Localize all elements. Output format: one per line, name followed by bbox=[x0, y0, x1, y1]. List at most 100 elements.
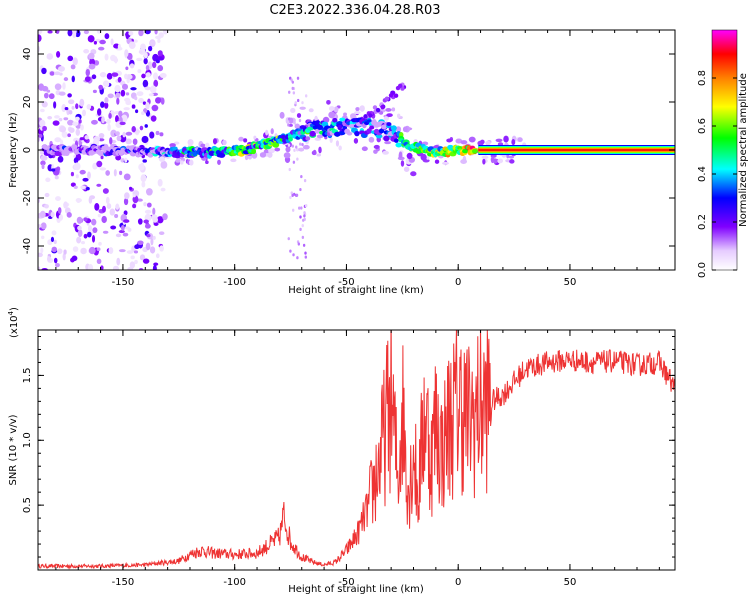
spectrogram-cell bbox=[70, 171, 75, 177]
spectrogram-cell bbox=[38, 266, 41, 270]
spectrogram-cell bbox=[87, 171, 91, 180]
spectrogram-cell bbox=[104, 33, 110, 40]
spectrogram-cell bbox=[134, 96, 138, 101]
spectrogram-cell bbox=[56, 51, 61, 58]
spectrogram-cell bbox=[426, 156, 430, 160]
spectrogram-cell bbox=[332, 117, 338, 123]
spectrogram-cell bbox=[157, 178, 163, 187]
spectrogram-cell bbox=[208, 150, 216, 156]
spectrogram-cell bbox=[58, 117, 63, 122]
spectrogram-marks bbox=[38, 30, 675, 270]
spectrogram-cell bbox=[159, 72, 167, 79]
spectrogram-cell bbox=[153, 79, 159, 88]
spectrogram-cell bbox=[115, 92, 121, 98]
spectrogram-cell bbox=[129, 186, 133, 190]
spectrogram-cell bbox=[457, 146, 464, 150]
spectrogram-cell bbox=[49, 71, 55, 76]
spectrogram-cell bbox=[58, 214, 64, 221]
spectrogram-cell bbox=[296, 113, 302, 118]
spectrogram-cell bbox=[96, 247, 101, 252]
spectrogram-cell bbox=[80, 247, 87, 255]
spectrogram-cell bbox=[128, 41, 136, 50]
spectrogram-cell bbox=[88, 52, 95, 60]
spectrogram-cell bbox=[274, 147, 281, 152]
spectrogram-cell bbox=[354, 111, 361, 115]
spectrogram-cell bbox=[143, 219, 149, 224]
spectrogram-cell bbox=[122, 232, 129, 237]
spectrogram-cell bbox=[291, 86, 294, 90]
spectrogram-cell bbox=[304, 251, 307, 255]
spectrogram-cell bbox=[289, 195, 292, 200]
spectrogram-cell bbox=[395, 126, 402, 133]
spectrogram-cell bbox=[79, 137, 85, 141]
spectrogram-cell bbox=[116, 135, 122, 142]
y-tick-label: 40 bbox=[22, 48, 33, 61]
spectrogram-cell bbox=[57, 207, 62, 214]
spectrogram-cell bbox=[118, 249, 126, 253]
spectrogram-cell bbox=[157, 50, 163, 57]
spectrogram-cell bbox=[472, 148, 478, 154]
spectrogram-cell bbox=[45, 177, 51, 183]
spectrogram-cell bbox=[97, 213, 101, 218]
spectrogram-cell bbox=[145, 242, 151, 251]
spectrogram-cell bbox=[287, 143, 291, 147]
spectrogram-cell bbox=[83, 30, 89, 35]
spectrogram-cell bbox=[361, 146, 368, 152]
spectrogram-cell bbox=[111, 72, 119, 77]
spectrogram-cell bbox=[85, 186, 90, 191]
spectrogram-cell bbox=[105, 196, 110, 205]
spectrogram-cell bbox=[75, 128, 81, 136]
spectrogram-cell bbox=[50, 211, 55, 218]
y-tick-label: -20 bbox=[22, 190, 33, 206]
spectrogram-cell bbox=[86, 104, 92, 110]
spectrogram-cell bbox=[189, 159, 194, 166]
spectrogram-cell bbox=[291, 193, 294, 197]
spectrogram-cell bbox=[105, 170, 110, 176]
spectrogram-cell bbox=[39, 210, 46, 219]
spectrogram-cell bbox=[138, 30, 144, 37]
spectrogram-cell bbox=[322, 116, 330, 123]
spectrogram-cell bbox=[300, 174, 303, 179]
spectrogram-cell bbox=[306, 126, 314, 131]
spectrogram-cell bbox=[253, 135, 257, 140]
spectrogram-cell bbox=[138, 163, 145, 171]
spectrogram-cell bbox=[316, 153, 322, 157]
spectrogram-cell bbox=[159, 245, 164, 252]
snr-frame bbox=[37, 329, 676, 571]
spectrogram-cell bbox=[50, 236, 55, 243]
spectrogram-cell bbox=[88, 246, 96, 255]
spectrogram-cell bbox=[63, 249, 67, 255]
spectrogram-cell bbox=[100, 101, 105, 108]
colorbar-ticks: 0.0 0.2 0.4 0.6 0.8 bbox=[697, 70, 737, 278]
spectrogram-cell bbox=[84, 76, 91, 83]
spectrogram-cell bbox=[295, 193, 299, 197]
colorbar-tick-label: 0.8 bbox=[697, 70, 708, 86]
spectrogram-cell bbox=[146, 234, 151, 238]
spectrogram-cell bbox=[299, 106, 306, 110]
spectrogram-cell bbox=[155, 97, 162, 104]
snr-x-ticks: -150 -100 -50 0 50 bbox=[55, 330, 660, 588]
spectrogram-cell bbox=[291, 208, 295, 212]
x-tick-label: 0 bbox=[455, 577, 461, 588]
spectrogram-cell bbox=[142, 159, 147, 163]
spectrogram-cell bbox=[137, 69, 142, 74]
spectrogram-cell bbox=[116, 97, 120, 105]
spectrogram-cell bbox=[79, 169, 86, 175]
spectrogram-cell bbox=[38, 34, 42, 42]
spectrogram-cell bbox=[125, 31, 130, 40]
x-tick-label: -100 bbox=[223, 277, 246, 288]
spectrogram-cell bbox=[301, 235, 305, 239]
spectrogram-cell bbox=[462, 148, 469, 154]
spectrogram-cell bbox=[125, 138, 132, 145]
spectrogram-cell bbox=[141, 181, 146, 188]
spectrogram-cell bbox=[97, 150, 105, 157]
spectrogram-cell bbox=[296, 98, 300, 103]
x-tick-label: -50 bbox=[338, 577, 354, 588]
spectrogram-cell bbox=[503, 135, 509, 143]
spectrogram-cell bbox=[218, 152, 226, 158]
spectrogram-cell bbox=[295, 148, 300, 152]
spectrogram-cell bbox=[175, 159, 181, 163]
spectrogram-cell bbox=[299, 142, 302, 146]
spectrogram-cell bbox=[73, 185, 78, 189]
spectrogram-cell bbox=[244, 154, 249, 161]
